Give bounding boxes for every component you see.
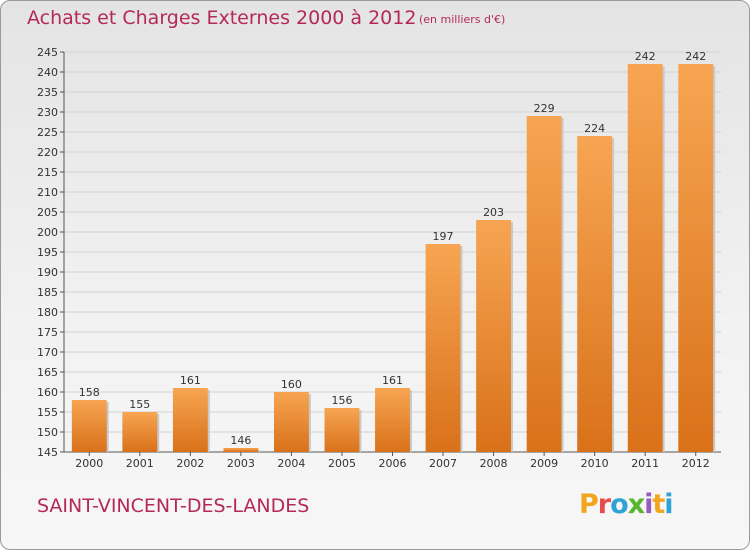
data-label: 156 <box>331 394 352 407</box>
y-tick-label: 150 <box>37 426 58 439</box>
y-tick-label: 220 <box>37 146 58 159</box>
logo-letter: t <box>652 489 665 520</box>
bar <box>425 244 461 452</box>
y-tick-label: 195 <box>37 246 58 259</box>
data-label: 155 <box>129 398 150 411</box>
y-tick-label: 190 <box>37 266 58 279</box>
y-tick-label: 180 <box>37 306 58 319</box>
bars: 158 155 161 146 160 156 161 197 203 229 224 242 242 <box>71 50 716 452</box>
x-tick-label: 2008 <box>480 457 508 470</box>
y-tick-label: 235 <box>37 86 58 99</box>
data-label: 224 <box>584 122 605 135</box>
y-tick-label: 245 <box>37 46 58 59</box>
logo-letter: o <box>610 489 629 520</box>
x-tick-label: 2009 <box>530 457 558 470</box>
bar <box>476 220 512 452</box>
y-tick-label: 145 <box>37 446 58 459</box>
y-tick-label: 155 <box>37 406 58 419</box>
chart-title: Achats et Charges Externes 2000 à 2012 <box>27 7 417 29</box>
y-axis-ticks: 145 150 155 160 165 170 175 180 185 190 195 200 205 2… <box>37 46 64 459</box>
bar <box>71 400 107 452</box>
logo-letter: x <box>627 489 645 520</box>
data-label: 161 <box>382 374 403 387</box>
x-tick-label: 2012 <box>682 457 710 470</box>
x-tick-label: 2002 <box>176 457 204 470</box>
y-tick-label: 205 <box>37 206 58 219</box>
y-tick-label: 210 <box>37 186 58 199</box>
x-tick-label: 2011 <box>631 457 659 470</box>
x-tick-label: 2003 <box>227 457 255 470</box>
data-label: 229 <box>534 102 555 115</box>
data-label: 197 <box>433 230 454 243</box>
data-label: 146 <box>230 434 251 447</box>
x-tick-label: 2005 <box>328 457 356 470</box>
data-label: 158 <box>79 386 100 399</box>
logo-letter: r <box>597 489 611 520</box>
bar <box>324 408 360 452</box>
logo-letter: i <box>664 489 673 520</box>
commune-name: SAINT-VINCENT-DES-LANDES <box>37 495 310 517</box>
x-tick-label: 2004 <box>277 457 305 470</box>
y-tick-label: 160 <box>37 386 58 399</box>
y-tick-label: 175 <box>37 326 58 339</box>
x-tick-label: 2007 <box>429 457 457 470</box>
x-tick-label: 2000 <box>75 457 103 470</box>
y-tick-label: 185 <box>37 286 58 299</box>
bar <box>172 388 208 452</box>
data-label: 242 <box>685 50 706 63</box>
y-tick-label: 200 <box>37 226 58 239</box>
y-tick-label: 170 <box>37 346 58 359</box>
bar <box>678 64 714 452</box>
y-tick-label: 225 <box>37 126 58 139</box>
data-label: 160 <box>281 378 302 391</box>
x-tick-label: 2010 <box>581 457 609 470</box>
data-label: 161 <box>180 374 201 387</box>
bar <box>122 412 158 452</box>
logo-letter: i <box>644 489 653 520</box>
data-label: 203 <box>483 206 504 219</box>
proxiti-logo: Proxiti <box>579 489 674 520</box>
y-tick-label: 240 <box>37 66 58 79</box>
bar <box>627 64 663 452</box>
bar <box>577 136 613 452</box>
bar <box>273 392 309 452</box>
bar <box>223 448 259 452</box>
logo-letter: P <box>579 489 599 520</box>
bar <box>375 388 410 452</box>
x-axis-ticks: 2000 2001 2002 2003 2004 2005 2006 2007 2008 2009… <box>75 452 710 470</box>
data-label: 242 <box>635 50 656 63</box>
x-tick-label: 2006 <box>379 457 407 470</box>
bar <box>526 116 562 452</box>
y-tick-label: 230 <box>37 106 58 119</box>
y-tick-label: 215 <box>37 166 58 179</box>
y-tick-label: 165 <box>37 366 58 379</box>
chart-subtitle: (en milliers d'€) <box>419 13 506 26</box>
x-tick-label: 2001 <box>126 457 154 470</box>
